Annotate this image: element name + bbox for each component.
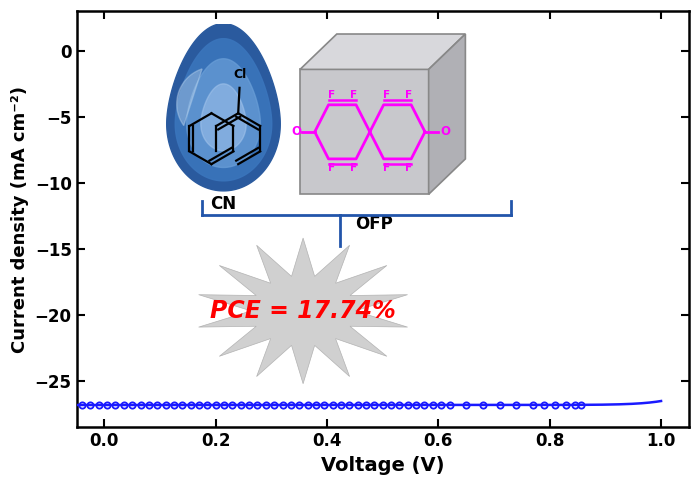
Polygon shape [199, 238, 407, 384]
Y-axis label: Current density (mA cm⁻²): Current density (mA cm⁻²) [11, 86, 29, 353]
X-axis label: Voltage (V): Voltage (V) [321, 456, 444, 475]
Text: PCE = 17.74%: PCE = 17.74% [210, 299, 396, 323]
